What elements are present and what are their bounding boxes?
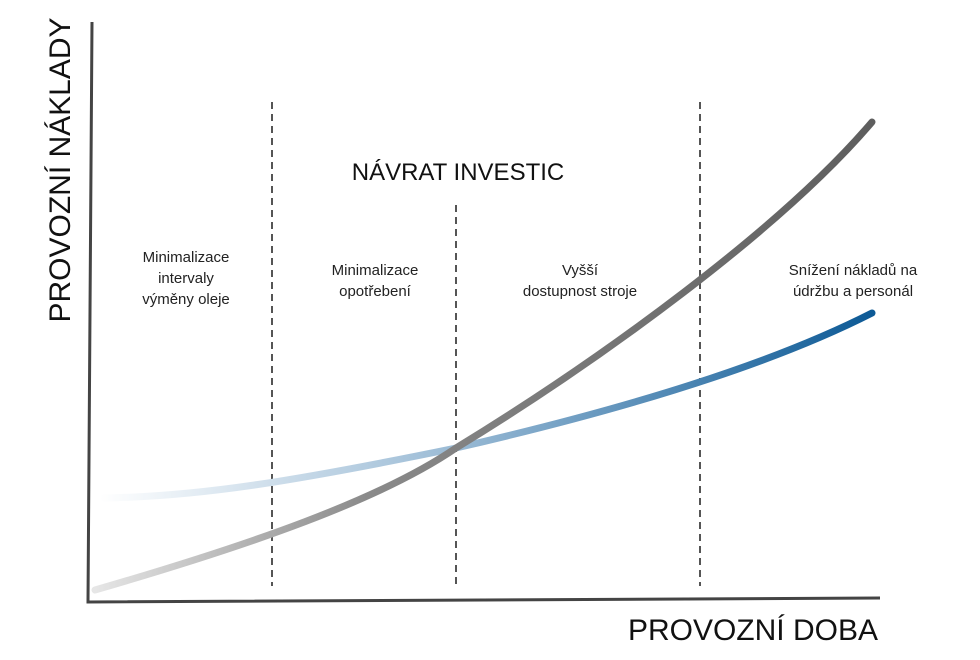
dividers bbox=[271, 102, 701, 586]
region-label: Vyšší bbox=[562, 262, 599, 279]
region-label: opotřebení bbox=[339, 283, 412, 300]
region-label: Snížení nákladů na bbox=[789, 262, 918, 279]
region-label: údržbu a personál bbox=[793, 283, 913, 300]
region-label: dostupnost stroje bbox=[523, 283, 637, 300]
axes bbox=[86, 21, 881, 604]
region-labels: Minimalizace intervaly výměny oleje Minimal… bbox=[142, 249, 918, 308]
blue-curve bbox=[96, 309, 876, 502]
gray-curve bbox=[91, 118, 876, 594]
region-label: výměny oleje bbox=[142, 291, 230, 308]
y-axis-label: PROVOZNÍ NÁKLADY bbox=[44, 17, 77, 322]
region-label: Minimalizace bbox=[332, 262, 419, 279]
title: NÁVRAT INVESTIC bbox=[352, 159, 564, 186]
region-label: intervaly bbox=[158, 270, 214, 287]
region-label: Minimalizace bbox=[143, 249, 230, 266]
x-axis-label: PROVOZNÍ DOBA bbox=[628, 614, 878, 647]
